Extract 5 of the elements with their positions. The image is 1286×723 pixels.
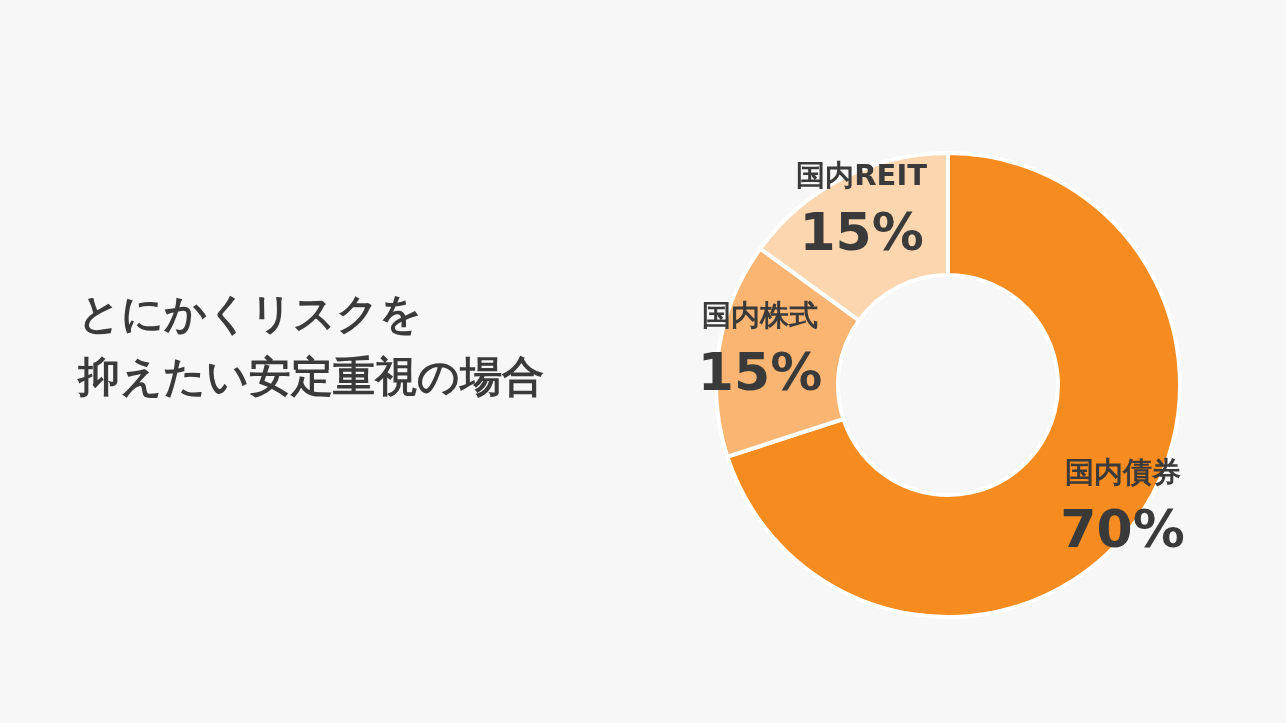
slice-label: 国内REIT [796,158,928,193]
slice-label: 国内株式 [702,298,819,333]
text: 抑えたい安定重視の場合 [78,351,544,403]
text: とにかくリスクを [78,288,423,340]
data-label: 15% [799,202,924,263]
